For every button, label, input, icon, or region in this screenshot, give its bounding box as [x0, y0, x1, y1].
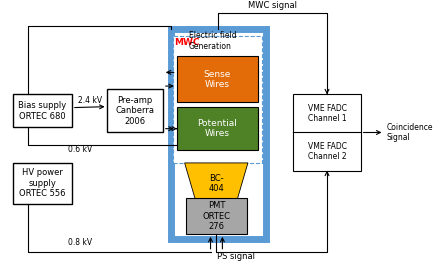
Bar	[13, 94, 72, 127]
Bar	[107, 89, 162, 133]
Text: Potential
Wires: Potential Wires	[197, 119, 237, 138]
Text: Coincidence
Signal: Coincidence Signal	[385, 123, 432, 142]
Text: VME FADC
Channel 1: VME FADC Channel 1	[307, 104, 346, 123]
Text: MWC: MWC	[174, 38, 199, 47]
Text: 0.6 kV: 0.6 kV	[68, 145, 92, 154]
Text: BC-
404: BC- 404	[208, 173, 224, 193]
Bar	[293, 94, 360, 171]
Text: Electric field
Generation: Electric field Generation	[188, 31, 236, 51]
Text: MWC signal: MWC signal	[247, 1, 296, 10]
Text: 0.8 kV: 0.8 kV	[68, 238, 92, 247]
Text: PMT
ORTEC
276: PMT ORTEC 276	[202, 201, 230, 231]
Polygon shape	[184, 163, 247, 204]
Bar	[172, 36, 261, 163]
Text: PS signal: PS signal	[217, 252, 255, 261]
Bar	[176, 107, 257, 150]
Bar	[185, 198, 247, 234]
Text: 2.4 kV: 2.4 kV	[77, 96, 102, 105]
Bar	[171, 29, 265, 239]
Bar	[176, 56, 257, 102]
Text: Pre-amp
Canberra
2006: Pre-amp Canberra 2006	[115, 96, 155, 126]
Text: Sense
Wires: Sense Wires	[203, 69, 230, 89]
Bar	[13, 163, 72, 204]
Text: Bias supply
ORTEC 680: Bias supply ORTEC 680	[18, 101, 66, 121]
Text: VME FADC
Channel 2: VME FADC Channel 2	[307, 142, 346, 161]
Text: HV power
supply
ORTEC 556: HV power supply ORTEC 556	[19, 168, 66, 198]
